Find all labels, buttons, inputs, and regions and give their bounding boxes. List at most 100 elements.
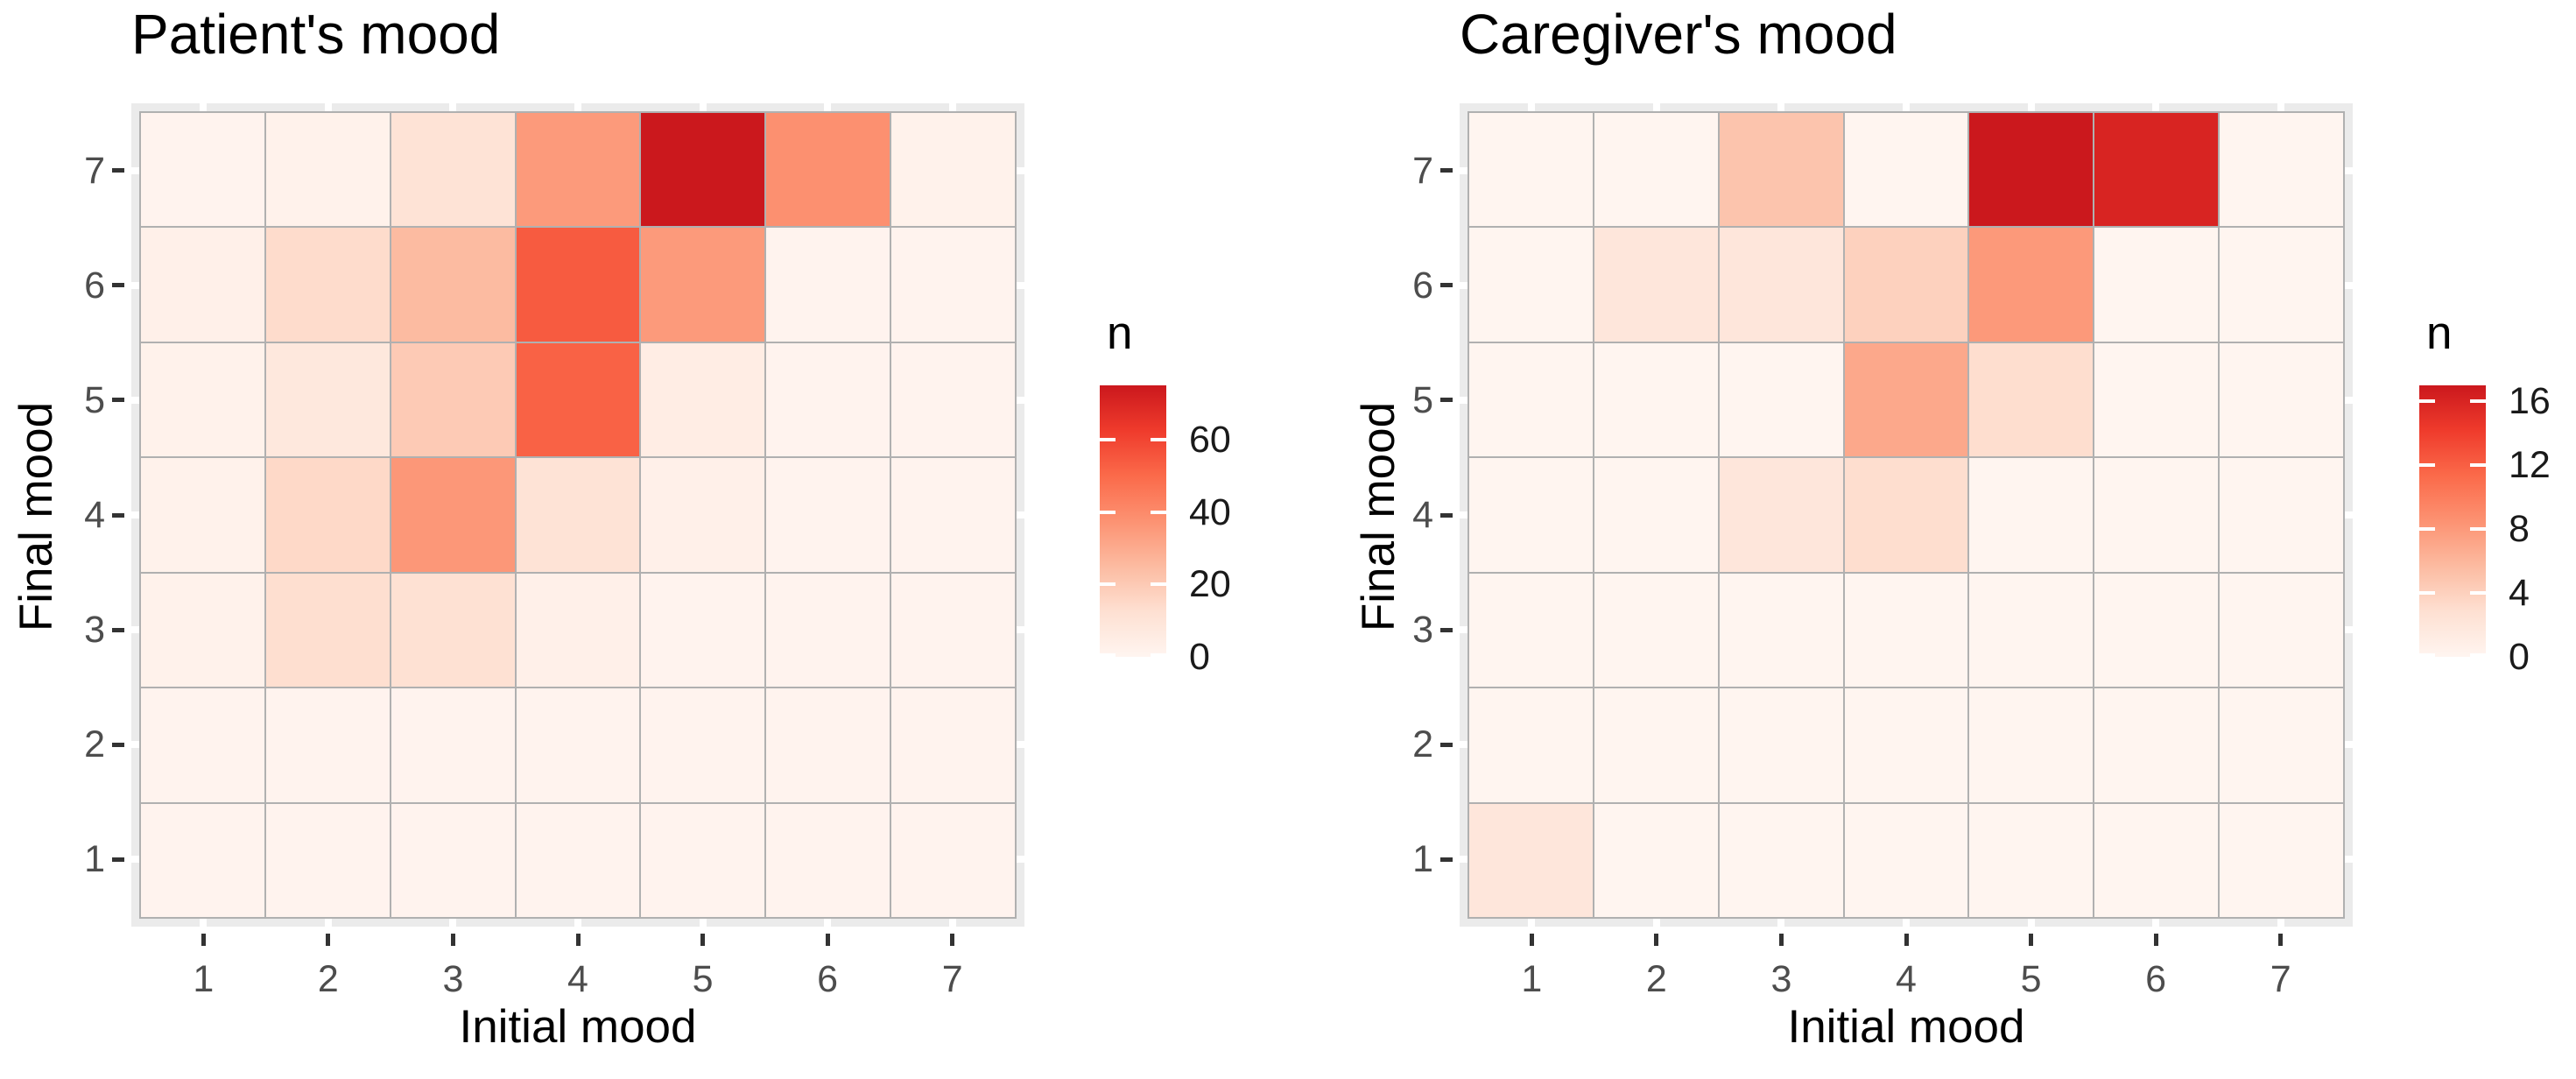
legend-tick-dash-right bbox=[1151, 653, 1166, 657]
heatmap-cell bbox=[265, 458, 390, 572]
heatmap-cell bbox=[641, 688, 765, 802]
heatmap-cell bbox=[391, 458, 515, 572]
heatmap-cell bbox=[391, 688, 515, 802]
heatmap-cell bbox=[1594, 342, 1718, 457]
heatmap-cell bbox=[1719, 458, 1843, 572]
legend-tick-label: 40 bbox=[1189, 490, 1231, 533]
y-axis-tick-mark bbox=[112, 742, 124, 747]
panel-gridline-notch bbox=[1017, 511, 1024, 518]
panel-gridline-notch bbox=[824, 919, 832, 927]
x-axis-tick-label: 2 bbox=[317, 958, 339, 1000]
panel-gridline-notch bbox=[1903, 919, 1910, 927]
heatmap-cell bbox=[1969, 342, 2094, 457]
heatmap-cell bbox=[2094, 458, 2219, 572]
panel-gridline-notch bbox=[2345, 626, 2353, 634]
color-legend: n 16 12 8 4 0 bbox=[2419, 298, 2576, 753]
panel-gridline-notch bbox=[1017, 166, 1024, 174]
heatmap-cell bbox=[391, 113, 515, 227]
panel-gridline-notch bbox=[948, 919, 956, 927]
caregiver-mood-figure: Caregiver's mood Final mood Initial mood… bbox=[1288, 0, 2576, 1079]
legend-tick-label: 0 bbox=[1189, 636, 1210, 678]
panel-gridline-notch bbox=[1777, 919, 1785, 927]
panel-gridline-notch bbox=[2345, 396, 2353, 404]
color-legend: n 60 40 20 0 bbox=[1100, 298, 1310, 753]
y-axis-tick-label: 2 bbox=[1412, 723, 1433, 766]
panel-gridline-notch bbox=[1460, 741, 1467, 749]
heatmap-cell bbox=[1969, 228, 2094, 342]
heatmap-cell bbox=[265, 573, 390, 688]
panel-gridline-notch bbox=[824, 103, 832, 111]
heatmap-cell bbox=[891, 573, 1015, 688]
panel-gridline-notch bbox=[2277, 103, 2284, 111]
heatmap-cell bbox=[1844, 113, 1968, 227]
heatmap-cell bbox=[516, 688, 640, 802]
legend-tick-dash-right bbox=[2470, 591, 2486, 596]
heatmap-cell bbox=[141, 573, 264, 688]
legend-tick-dash-left bbox=[2419, 399, 2435, 404]
legend-tick-dash-right bbox=[1151, 582, 1166, 587]
x-axis-tick-mark bbox=[2278, 934, 2284, 946]
legend-tick-dash-right bbox=[1151, 438, 1166, 441]
panel-gridline-notch bbox=[324, 103, 332, 111]
heatmap-cell bbox=[265, 342, 390, 457]
y-axis-tick-label: 4 bbox=[1412, 494, 1433, 536]
heatmap-cell bbox=[2220, 458, 2343, 572]
heatmap-cell bbox=[265, 113, 390, 227]
heatmap-cell bbox=[1844, 458, 1968, 572]
heatmap-cell bbox=[1469, 688, 1593, 802]
heatmap-cell bbox=[1719, 228, 1843, 342]
panel-gridline-notch bbox=[1777, 103, 1785, 111]
heatmap-cell bbox=[516, 458, 640, 572]
x-axis-title: Initial mood bbox=[1787, 1001, 2025, 1053]
x-axis-tick-label: 4 bbox=[567, 958, 588, 1000]
y-axis-tick-mark bbox=[112, 857, 124, 862]
heatmap-cell bbox=[2220, 573, 2343, 688]
y-axis-tick-mark bbox=[112, 512, 124, 518]
x-axis-tick-mark bbox=[2153, 934, 2158, 946]
panel-gridline-notch bbox=[1460, 856, 1467, 864]
y-axis-tick-label: 4 bbox=[84, 494, 105, 536]
heatmap-cell bbox=[766, 573, 890, 688]
heatmap-cell bbox=[141, 342, 264, 457]
legend-tick-label: 4 bbox=[2509, 572, 2530, 615]
panel-gridline-notch bbox=[1528, 919, 1536, 927]
panel-gridline-notch bbox=[1017, 741, 1024, 749]
legend-tick-dash-left bbox=[1100, 653, 1116, 657]
panel-gridline-notch bbox=[2345, 281, 2353, 289]
heatmap-cell bbox=[391, 228, 515, 342]
panel-gridline-notch bbox=[131, 511, 139, 518]
heatmap-cell bbox=[766, 803, 890, 917]
legend-tick-label: 16 bbox=[2509, 380, 2551, 423]
panel-gridline-notch bbox=[1017, 626, 1024, 634]
patient-mood-figure: Patient's mood Final mood Initial mood n… bbox=[11, 4, 1231, 1053]
panel-gridline-notch bbox=[449, 919, 457, 927]
panel-gridline-notch bbox=[131, 626, 139, 634]
panel-gridline-notch bbox=[1460, 511, 1467, 518]
panel-gridline-notch bbox=[1017, 396, 1024, 404]
heatmap-tiles bbox=[1467, 111, 2345, 919]
heatmap-cell bbox=[2220, 688, 2343, 802]
legend-tick-dash-right bbox=[1151, 510, 1166, 514]
legend-tick-dash-left bbox=[2419, 527, 2435, 532]
heatmap-cell bbox=[766, 458, 890, 572]
heatmap-cell bbox=[766, 113, 890, 227]
heatmap-panel bbox=[131, 103, 1024, 927]
panel-gridline-notch bbox=[2345, 511, 2353, 518]
heatmap-cell bbox=[1594, 573, 1718, 688]
y-axis-tick-label: 7 bbox=[84, 149, 105, 192]
x-axis-tick-label: 1 bbox=[1521, 958, 1543, 1000]
heatmap-cell bbox=[265, 688, 390, 802]
legend-tick-dash-right bbox=[2470, 463, 2486, 468]
panel-gridline-notch bbox=[1460, 281, 1467, 289]
heatmap-cell bbox=[516, 573, 640, 688]
heatmap-cell bbox=[265, 803, 390, 917]
legend-tick-label: 0 bbox=[2509, 636, 2530, 678]
heatmap-cell bbox=[2220, 803, 2343, 917]
legend-tick-dash-left bbox=[2419, 653, 2435, 657]
y-axis-tick-label: 1 bbox=[84, 838, 105, 881]
heatmap-cell bbox=[1719, 688, 1843, 802]
legend-tick-label: 12 bbox=[2509, 444, 2551, 487]
panel-gridline-notch bbox=[1528, 103, 1536, 111]
x-axis-tick-label: 3 bbox=[1770, 958, 1792, 1000]
